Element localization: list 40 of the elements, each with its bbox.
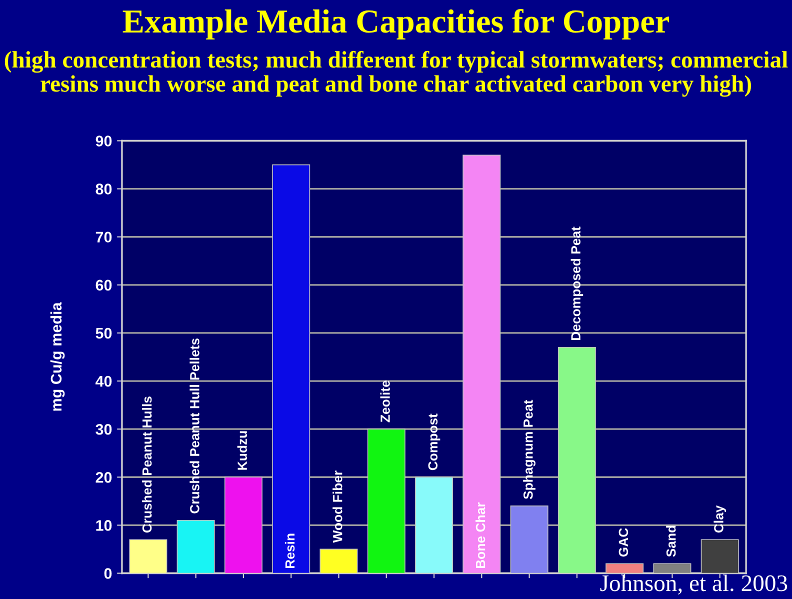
y-tick-label: 60 [96, 280, 112, 291]
x-tick-label: Decomposed Peat [570, 226, 584, 340]
y-tick-label: 20 [96, 472, 112, 483]
y-axis-title: mg Cu/g media [50, 302, 65, 411]
x-tick-label: Compost [428, 414, 440, 470]
bar [224, 476, 262, 574]
bar [510, 506, 548, 574]
y-tick-label: 10 [96, 520, 112, 531]
x-tick-label: Clay [714, 505, 726, 533]
x-tick-label: Crushed Peanut Hulls [142, 396, 152, 533]
bar [462, 154, 501, 574]
x-tick-label: Crushed Peanut Hull Pellets [190, 338, 200, 514]
y-tick-label: 80 [96, 184, 112, 195]
y-tick-label: 50 [96, 328, 112, 339]
bar [367, 428, 406, 574]
bar [700, 539, 739, 574]
chart-subtitle: (high concentration tests; much different for typical stormwaters; commercial resins much worse and peat and bone char activated carbon very high) [4, 50, 788, 97]
bar [558, 346, 596, 574]
chart-title: Example Media Capacities for Copper [122, 8, 670, 40]
x-tick-label: Kudzu [237, 431, 247, 470]
y-tick-label: 90 [96, 136, 112, 146]
y-tick-label: 30 [96, 424, 112, 435]
bar [272, 164, 310, 574]
text: Johnson, et al. 2003 [600, 574, 788, 595]
bar [653, 563, 692, 574]
bar [606, 563, 644, 574]
y-tick-label: 40 [95, 376, 112, 387]
bar [415, 476, 454, 574]
bar [176, 520, 215, 574]
x-tick-label: Bone Char [476, 502, 486, 568]
x-tick-label: Zeolite [380, 380, 390, 422]
x-tick-label: GAC [618, 528, 628, 557]
x-tick-label: Wood Fiber [332, 470, 342, 543]
bar [320, 548, 358, 574]
x-tick-label: Resin [284, 534, 295, 568]
x-tick-label: Sphagnum Peat [523, 400, 536, 500]
y-tick-label: 0 [104, 568, 112, 579]
bar [129, 539, 168, 574]
y-tick-label: 70 [96, 232, 112, 243]
x-tick-label: Sand [666, 526, 676, 557]
